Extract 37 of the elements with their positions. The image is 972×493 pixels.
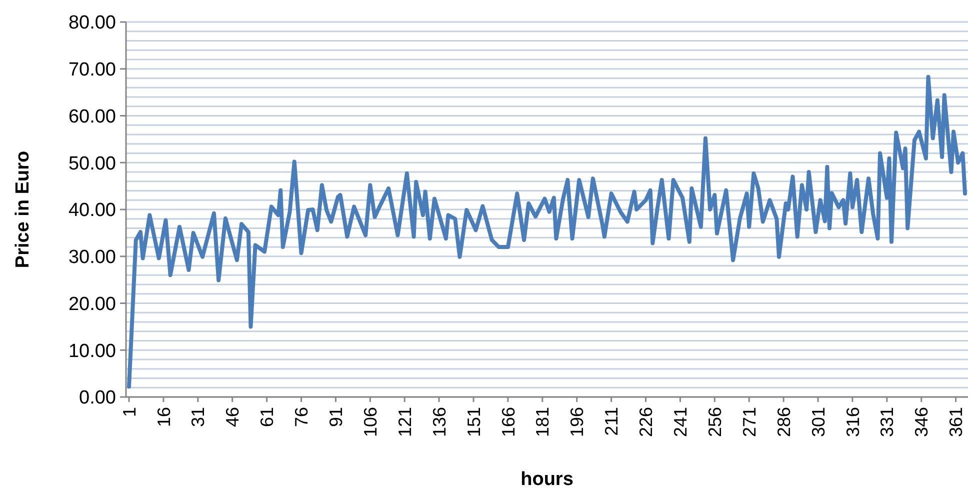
y-tick-label: 40.00 [68, 200, 116, 222]
y-tick-label: 80.00 [68, 12, 116, 34]
x-tick-label: 361 [946, 407, 966, 438]
x-tick-label: 346 [912, 407, 932, 438]
y-tick-label: 10.00 [68, 340, 116, 362]
x-axis-title: hours [520, 469, 574, 490]
x-tick-label: 301 [808, 407, 828, 438]
x-tick-label: 91 [326, 407, 346, 428]
x-tick-label: 181 [532, 407, 553, 438]
y-tick-label: 50.00 [68, 153, 116, 174]
x-tick-label: 286 [774, 407, 794, 438]
x-tick-label: 226 [636, 407, 656, 438]
x-tick-label: 106 [360, 407, 380, 438]
x-tick-label: 316 [842, 407, 863, 438]
y-tick-label: 0.00 [79, 388, 116, 409]
x-tick-label: 241 [670, 407, 691, 438]
x-tick-label: 151 [464, 407, 484, 438]
x-tick-label: 271 [739, 407, 760, 438]
x-tick-label: 31 [188, 407, 208, 428]
x-tick-label: 166 [498, 407, 518, 438]
x-tick-label: 76 [292, 407, 312, 428]
y-tick-label: 30.00 [68, 247, 116, 268]
x-tick-label: 196 [567, 407, 588, 438]
y-axis-title: Price in Euro [12, 150, 34, 268]
x-tick-label: 61 [257, 407, 278, 428]
x-tick-label: 211 [602, 407, 622, 436]
x-tick-label: 1 [119, 407, 140, 418]
x-tick-label: 46 [222, 407, 243, 428]
x-tick-label: 331 [877, 407, 898, 438]
x-tick-label: 121 [394, 407, 415, 438]
y-tick-label: 70.00 [68, 60, 116, 81]
x-tick-label: 136 [429, 407, 450, 438]
line-series [127, 74, 967, 389]
y-tick-label: 60.00 [68, 106, 116, 128]
x-tick-label: 16 [154, 407, 174, 428]
x-tick-label: 256 [704, 407, 725, 438]
y-tick-label: 20.00 [68, 294, 116, 315]
